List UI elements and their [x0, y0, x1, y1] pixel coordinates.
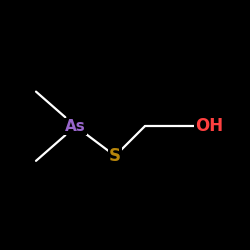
Text: S: S [109, 147, 121, 165]
Text: OH: OH [195, 117, 223, 135]
Text: As: As [65, 119, 86, 134]
